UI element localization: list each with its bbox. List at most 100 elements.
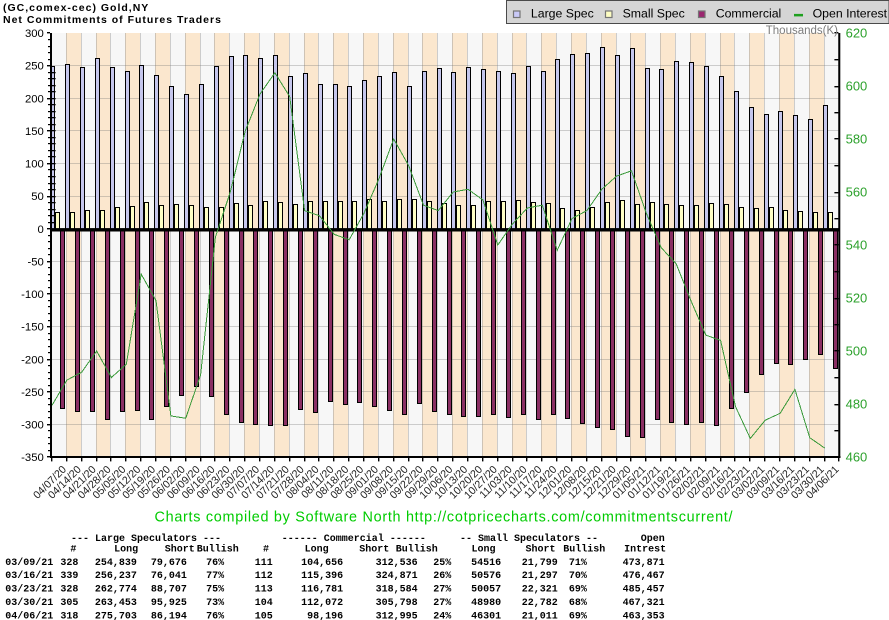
svg-text:-50: -50	[27, 256, 43, 268]
svg-text:262,774: 262,774	[95, 585, 137, 596]
svg-text:-100: -100	[21, 289, 44, 301]
svg-text:71%: 71%	[569, 558, 587, 569]
svg-text:324,871: 324,871	[376, 571, 418, 582]
svg-text:76%: 76%	[206, 558, 224, 569]
svg-text:305,798: 305,798	[376, 598, 418, 609]
svg-text:98,196: 98,196	[307, 611, 343, 620]
svg-text:76%: 76%	[206, 611, 224, 620]
svg-text:26%: 26%	[433, 571, 451, 582]
svg-text:Short: Short	[359, 544, 389, 556]
svg-text:254,839: 254,839	[95, 558, 137, 569]
svg-text:250: 250	[25, 61, 44, 73]
svg-text:22,782: 22,782	[522, 598, 558, 609]
svg-text:50057: 50057	[471, 585, 501, 596]
svg-text:Long: Long	[114, 545, 138, 556]
svg-text:46301: 46301	[471, 611, 501, 620]
svg-text:200: 200	[25, 93, 44, 105]
svg-text:256,237: 256,237	[95, 571, 137, 582]
svg-text:70%: 70%	[569, 571, 587, 582]
svg-text:Net Commitments of Futures Tra: Net Commitments of Futures Traders	[3, 14, 222, 26]
svg-text:105: 105	[255, 611, 273, 620]
svg-text:476,467: 476,467	[623, 571, 665, 582]
svg-text:-300: -300	[21, 419, 44, 431]
svg-text:73%: 73%	[206, 598, 224, 609]
svg-text:100: 100	[25, 159, 44, 171]
svg-text:Charts compiled by Software No: Charts compiled by Software North http:/…	[155, 510, 733, 526]
svg-text:115,396: 115,396	[301, 571, 343, 582]
svg-text:22,321: 22,321	[522, 585, 558, 596]
svg-text:(GC,comex-cec) Gold,NY: (GC,comex-cec) Gold,NY	[3, 2, 149, 14]
svg-text:112: 112	[255, 571, 273, 582]
svg-text:113: 113	[255, 585, 273, 596]
svg-text:111: 111	[255, 558, 273, 569]
svg-text:339: 339	[60, 571, 78, 582]
svg-text:69%: 69%	[569, 611, 587, 620]
svg-text:300: 300	[25, 28, 44, 40]
svg-text:-- Small Speculators --: -- Small Speculators --	[460, 533, 598, 545]
svg-text:Short: Short	[165, 544, 195, 556]
svg-text:88,707: 88,707	[151, 585, 187, 596]
svg-text:Intrest: Intrest	[624, 545, 666, 556]
svg-text:03/30/21: 03/30/21	[5, 597, 53, 609]
svg-text:620: 620	[846, 26, 868, 41]
svg-text:Thousands(K): Thousands(K)	[766, 25, 838, 37]
svg-text:#: #	[263, 545, 269, 556]
svg-text:463,353: 463,353	[623, 611, 665, 620]
svg-text:Bullish: Bullish	[197, 544, 239, 556]
svg-text:25%: 25%	[433, 558, 451, 569]
svg-text:03/23/21: 03/23/21	[5, 584, 53, 596]
svg-text:112,072: 112,072	[301, 598, 343, 609]
svg-text:Long: Long	[472, 545, 496, 556]
svg-text:104: 104	[255, 598, 273, 609]
svg-text:-150: -150	[21, 322, 44, 334]
svg-text:77%: 77%	[206, 571, 224, 582]
svg-text:485,457: 485,457	[623, 585, 665, 596]
svg-text:116,781: 116,781	[301, 585, 343, 596]
svg-text:Open Interest: Open Interest	[813, 7, 888, 21]
svg-text:21,297: 21,297	[522, 571, 558, 582]
svg-text:318,584: 318,584	[376, 585, 418, 596]
svg-text:Open: Open	[641, 534, 665, 545]
svg-text:263,453: 263,453	[95, 598, 137, 609]
svg-text:50: 50	[31, 191, 44, 203]
svg-text:------ Commercial ------: ------ Commercial ------	[282, 533, 426, 545]
svg-text:Commercial: Commercial	[716, 7, 782, 21]
svg-text:76,041: 76,041	[151, 571, 187, 582]
svg-text:50576: 50576	[471, 571, 501, 582]
svg-text:48980: 48980	[471, 598, 501, 609]
svg-text:275,703: 275,703	[95, 611, 137, 620]
svg-text:04/06/21: 04/06/21	[5, 610, 53, 620]
svg-text:86,194: 86,194	[151, 611, 187, 620]
svg-text:79,676: 79,676	[151, 558, 187, 569]
svg-text:03/16/21: 03/16/21	[5, 570, 53, 582]
svg-text:540: 540	[846, 238, 868, 253]
svg-text:Large Spec: Large Spec	[531, 7, 594, 21]
svg-text:312,536: 312,536	[376, 558, 418, 569]
svg-text:Short: Short	[526, 544, 556, 556]
svg-text:460: 460	[846, 450, 868, 465]
svg-text:305: 305	[60, 598, 78, 609]
svg-text:500: 500	[846, 344, 868, 359]
svg-text:Bullish: Bullish	[396, 544, 438, 556]
svg-text:-200: -200	[21, 354, 44, 366]
svg-text:-250: -250	[21, 387, 44, 399]
svg-text:--- Large Speculators ---: --- Large Speculators ---	[71, 533, 221, 545]
svg-text:21,011: 21,011	[522, 611, 558, 620]
svg-text:54516: 54516	[471, 558, 501, 569]
svg-text:0: 0	[38, 224, 44, 236]
svg-text:104,656: 104,656	[301, 558, 343, 569]
svg-text:27%: 27%	[433, 585, 451, 596]
svg-text:600: 600	[846, 79, 868, 94]
svg-text:95,925: 95,925	[151, 598, 187, 609]
svg-text:520: 520	[846, 291, 868, 306]
svg-text:328: 328	[60, 585, 78, 596]
svg-text:21,799: 21,799	[522, 558, 558, 569]
svg-text:480: 480	[846, 397, 868, 412]
svg-text:-350: -350	[21, 452, 44, 464]
svg-text:Long: Long	[305, 545, 329, 556]
svg-text:69%: 69%	[569, 585, 587, 596]
svg-text:328: 328	[60, 558, 78, 569]
svg-text:580: 580	[846, 132, 868, 147]
svg-text:#: #	[70, 545, 76, 556]
svg-text:150: 150	[25, 126, 44, 138]
